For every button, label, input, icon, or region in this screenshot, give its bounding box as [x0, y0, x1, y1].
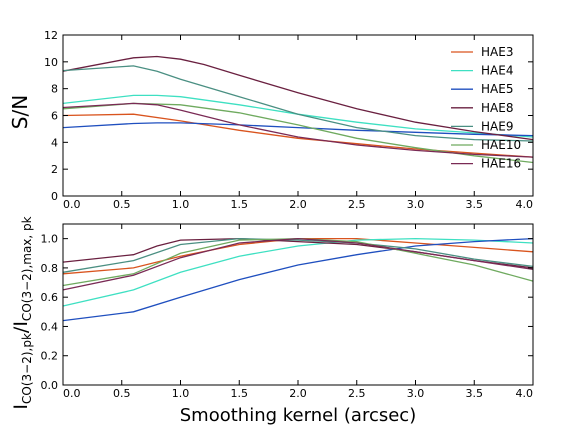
sn-x-tick-label: 3.0	[407, 198, 425, 211]
sn-series-line-hae4	[62, 94, 534, 138]
intensity-ratio-panel: 0.0 0.5 1.0 1.5 2.0 2.5 3.0 3.5 4.0 0.0 0.2 0.4 0.6 0…	[10, 216, 534, 426]
ratio-series-line-3	[62, 237, 534, 322]
ratio-series-lines	[62, 237, 534, 322]
ratio-x-tick-label: 1.5	[231, 387, 249, 400]
sn-y-tick-label: 8	[51, 83, 58, 96]
x-axis-label: Smoothing kernel (arcsec)	[180, 405, 416, 426]
sn-series-line-hae5	[62, 122, 534, 137]
sn-series-lines	[62, 55, 534, 164]
sn-x-tick-label: 4.0	[516, 198, 534, 211]
sn-series-line-hae16	[62, 102, 534, 158]
sn-panel: 0.0 0.5 1.0 1.5 2.0 2.5 3.0 3.5 4.0 0 2 4 6 8 10 12 S/N…	[8, 29, 534, 211]
ratio-y-label-sub2: CO(3−2),max, pk	[20, 216, 34, 321]
legend-label-hae9: HAE9	[481, 119, 513, 133]
ratio-x-tick-label: 3.5	[466, 387, 484, 400]
ratio-series-line-5	[62, 237, 534, 273]
ratio-y-tick-label: 0.8	[41, 262, 59, 275]
sn-series-line-hae8	[62, 55, 534, 141]
ratio-y-tick-label: 0.6	[41, 291, 59, 304]
sn-x-tick-label: 2.5	[348, 198, 366, 211]
ratio-x-tick-label: 1.0	[172, 387, 190, 400]
legend-label-hae8: HAE8	[481, 101, 513, 115]
sn-y-tick-label: 0	[51, 190, 58, 203]
sn-x-tick-label: 0.0	[63, 198, 81, 211]
sn-x-tick-label: 1.5	[231, 198, 249, 211]
legend: HAE3 HAE4 HAE5 HAE8 HAE9 HAE10 HAE16	[451, 45, 521, 171]
sn-x-tick-label: 1.0	[172, 198, 190, 211]
ratio-y-tick-label: 0.4	[41, 320, 59, 333]
ratio-y-tick-label: 1.0	[41, 233, 59, 246]
ratio-ticks: 0.0 0.5 1.0 1.5 2.0 2.5 3.0 3.5 4.0 0.0 0.2 0.4 0.6 0…	[41, 224, 534, 400]
ratio-x-tick-label: 4.0	[516, 387, 534, 400]
ratio-y-tick-label: 0.2	[41, 350, 59, 363]
ratio-series-line-2	[62, 237, 534, 307]
ratio-x-tick-label: 3.0	[407, 387, 425, 400]
sn-y-axis-label: S/N	[8, 95, 32, 129]
sn-y-tick-label: 4	[51, 136, 58, 149]
ratio-y-label-slash: /I	[10, 321, 32, 333]
ratio-y-tick-label: 0.0	[41, 379, 59, 392]
sn-y-tick-label: 10	[44, 56, 58, 69]
legend-label-hae4: HAE4	[481, 64, 513, 78]
ratio-y-axis-label: ICO(3−2),pk/ICO(3−2),max, pk	[10, 216, 34, 409]
sn-x-tick-label: 0.5	[113, 198, 131, 211]
ratio-x-tick-label: 2.5	[348, 387, 366, 400]
sn-series-line-hae9	[62, 65, 534, 142]
sn-y-tick-label: 6	[51, 110, 58, 123]
ratio-y-label-sub1: CO(3−2),pk	[20, 333, 34, 404]
legend-label-hae5: HAE5	[481, 82, 513, 96]
ratio-y-label-main: I	[10, 404, 32, 410]
sn-ticks: 0.0 0.5 1.0 1.5 2.0 2.5 3.0 3.5 4.0 0 2 4 6 8 10 12	[44, 29, 534, 211]
ratio-series-line-7	[62, 237, 534, 291]
ratio-series-line-1	[62, 237, 534, 275]
ratio-x-tick-label: 2.0	[289, 387, 307, 400]
legend-label-hae16: HAE16	[481, 157, 521, 171]
sn-y-tick-label: 2	[51, 163, 58, 176]
legend-label-hae10: HAE10	[481, 138, 521, 152]
legend-label-hae3: HAE3	[481, 45, 513, 59]
ratio-plot-frame	[62, 223, 534, 386]
ratio-x-tick-label: 0.5	[113, 387, 131, 400]
sn-x-tick-label: 2.0	[289, 198, 307, 211]
sn-y-tick-label: 12	[44, 29, 58, 42]
sn-x-tick-label: 3.5	[466, 198, 484, 211]
sn-plot-frame	[62, 34, 534, 197]
ratio-x-tick-label: 0.0	[63, 387, 81, 400]
sn-series-line-hae3	[62, 113, 534, 158]
